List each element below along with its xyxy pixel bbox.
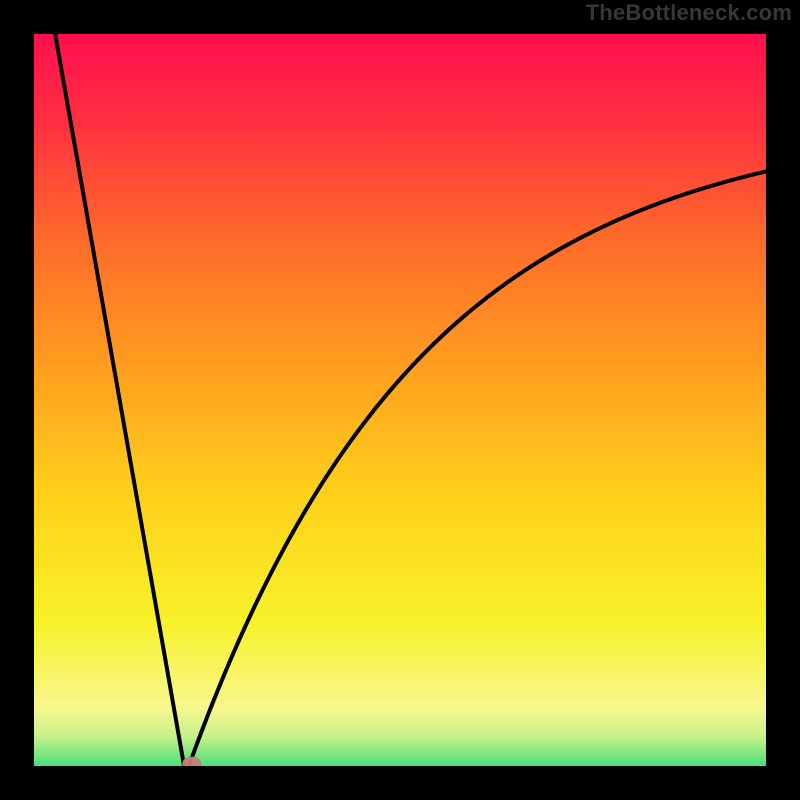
chart-root: TheBottleneck.com (0, 0, 800, 800)
frame-left (0, 0, 34, 800)
plot-background (34, 34, 768, 768)
frame-bottom (0, 766, 800, 800)
watermark-text: TheBottleneck.com (586, 0, 792, 26)
bottleneck-curve-chart (0, 0, 800, 800)
frame-right (766, 0, 800, 800)
